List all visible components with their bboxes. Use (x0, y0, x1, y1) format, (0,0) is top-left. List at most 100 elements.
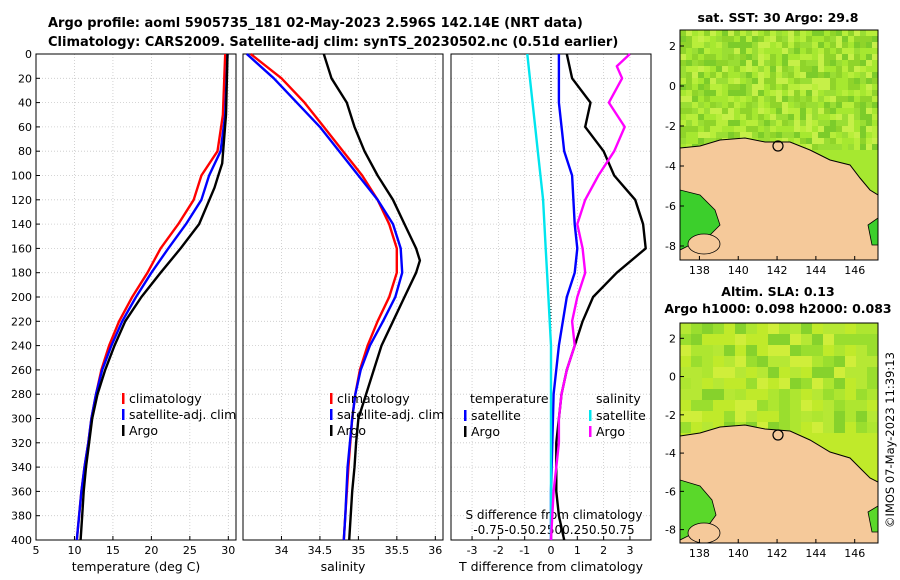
map-cell (790, 367, 801, 378)
sst-map: 138 140 142 144 146 2 0 -2 -4 -6 -8 (665, 29, 879, 277)
map-cell (692, 60, 698, 66)
map-y-tick-label: -4 (665, 447, 676, 460)
map-cell (830, 66, 836, 72)
map-cell (782, 48, 788, 54)
map-cell (860, 102, 866, 108)
map-cell (740, 48, 746, 54)
map-cell (746, 102, 752, 108)
map-cell (824, 60, 830, 66)
x-tick-label: 35.5 (385, 544, 410, 557)
map-cell (680, 378, 691, 389)
map-cell (854, 120, 860, 126)
map-cell (746, 54, 752, 60)
map-cell (824, 138, 830, 144)
map-cell (794, 78, 800, 84)
map-cell (854, 96, 860, 102)
map-y-tick-label: 2 (669, 332, 676, 345)
legend-salinity-title: salinity (596, 391, 641, 406)
map-cell (860, 114, 866, 120)
map-cell (856, 411, 867, 422)
map-cell (866, 30, 872, 36)
map-cell (752, 78, 758, 84)
map-cell (806, 78, 812, 84)
map-cell (830, 144, 836, 150)
map-cell (680, 400, 691, 411)
map-cell (860, 126, 866, 132)
map-cell (788, 132, 794, 138)
map-cell (801, 334, 812, 345)
map-cell (779, 378, 790, 389)
map-cell (848, 114, 854, 120)
map-cell (794, 60, 800, 66)
map-cell (790, 345, 801, 356)
map-cell (692, 36, 698, 42)
map-cell (834, 378, 845, 389)
map-cell (758, 66, 764, 72)
map-cell (830, 78, 836, 84)
map-cell (698, 42, 704, 48)
map-cell (680, 367, 691, 378)
y-tick-label: 160 (11, 242, 32, 255)
map-cell (812, 66, 818, 72)
map-cell (716, 30, 722, 36)
map-x-tick-label: 146 (844, 264, 865, 277)
map-cell (779, 334, 790, 345)
map-cell (812, 96, 818, 102)
map-cell (776, 114, 782, 120)
map-cell (818, 48, 824, 54)
map-cell (782, 30, 788, 36)
map-cell (866, 120, 872, 126)
map-cell (698, 36, 704, 42)
map-y-tick-label: -4 (665, 160, 676, 173)
map-cell (842, 132, 848, 138)
map-cell (680, 138, 686, 144)
map-cell (812, 72, 818, 78)
map-cell (806, 54, 812, 60)
map-cell (722, 48, 728, 54)
sst-island-east (867, 217, 878, 246)
map-cell (794, 72, 800, 78)
map-cell (824, 108, 830, 114)
map-cell (698, 132, 704, 138)
map-cell (872, 60, 878, 66)
map-cell (854, 42, 860, 48)
map-cell (722, 114, 728, 120)
x-tick-label: 3 (626, 544, 633, 557)
y-tick-label: 220 (11, 315, 32, 328)
map-cell (788, 102, 794, 108)
map-cell (698, 96, 704, 102)
map-cell (812, 411, 823, 422)
map-cell (698, 90, 704, 96)
map-cell (768, 389, 779, 400)
map-cell (722, 108, 728, 114)
map-cell (680, 72, 686, 78)
map-cell (722, 54, 728, 60)
map-cell (790, 378, 801, 389)
map-cell (836, 114, 842, 120)
map-cell (776, 30, 782, 36)
legend-label: satellite (596, 408, 646, 423)
map-cell (710, 36, 716, 42)
map-cell (746, 108, 752, 114)
map-cell (746, 66, 752, 72)
map-cell (686, 54, 692, 60)
map-cell (764, 48, 770, 54)
map-cell (872, 126, 878, 132)
title-line1: Argo profile: aoml 5905735_181 02-May-20… (48, 16, 583, 31)
map-x-tick-label: 140 (728, 264, 749, 277)
legend-label: climatology (337, 391, 410, 406)
map-cell (872, 120, 878, 126)
sla-island-east (867, 505, 878, 533)
map-cell (704, 78, 710, 84)
map-cell (768, 400, 779, 411)
map-cell (686, 90, 692, 96)
map-cell (812, 120, 818, 126)
map-cell (812, 42, 818, 48)
map-y-tick-label: 0 (669, 371, 676, 384)
map-cell (724, 378, 735, 389)
map-x-tick-label: 142 (767, 264, 788, 277)
map-cell (866, 66, 872, 72)
legend-swatch (589, 410, 592, 421)
map-cell (710, 60, 716, 66)
map-cell (860, 66, 866, 72)
